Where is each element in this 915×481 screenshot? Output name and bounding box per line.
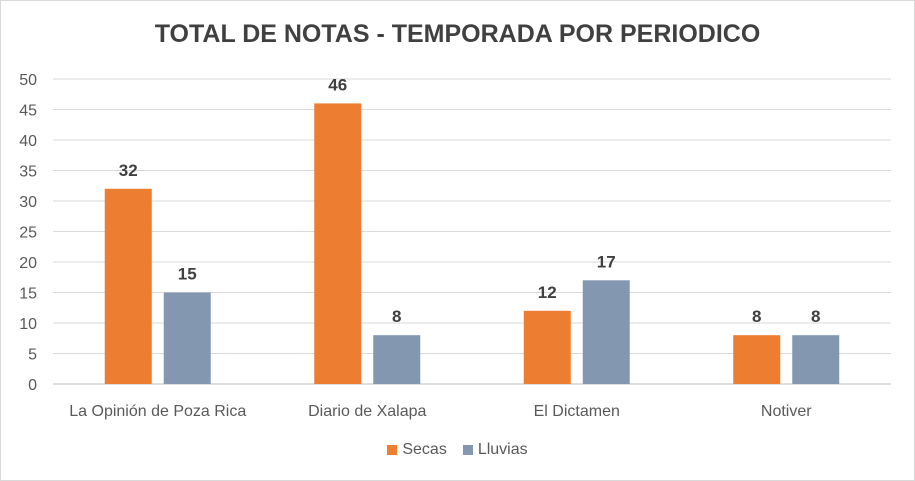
- legend-item: Secas: [387, 441, 447, 459]
- bar-lluvias: [582, 280, 630, 384]
- bar-secas: [104, 188, 152, 384]
- bar-secas: [523, 310, 571, 384]
- data-label: 8: [811, 307, 820, 326]
- y-tick-label: 15: [19, 286, 37, 303]
- bar-lluvias: [163, 292, 211, 384]
- bar-secas: [733, 335, 781, 384]
- y-tick-label: 30: [19, 194, 37, 211]
- category-label: La Opinión de Poza Rica: [69, 403, 246, 420]
- y-tick-label: 25: [19, 225, 37, 242]
- bar-lluvias: [373, 335, 421, 384]
- data-label: 32: [119, 161, 138, 180]
- y-tick-label: 35: [19, 164, 37, 181]
- legend: Secas Lluvias: [1, 441, 914, 459]
- category-label: El Dictamen: [534, 403, 620, 420]
- data-label: 8: [752, 307, 761, 326]
- y-tick-label: 0: [28, 377, 37, 394]
- data-label: 12: [538, 283, 557, 302]
- legend-swatch: [387, 445, 398, 455]
- data-label: 8: [392, 307, 401, 326]
- legend-label: Lluvias: [477, 441, 528, 458]
- legend-swatch: [462, 445, 473, 455]
- legend-item: Lluvias: [462, 441, 528, 459]
- data-label: 15: [178, 265, 197, 284]
- category-label: Diario de Xalapa: [308, 403, 426, 420]
- data-label: 17: [597, 252, 616, 271]
- y-tick-label: 45: [19, 103, 37, 120]
- data-label: 46: [328, 75, 347, 94]
- y-tick-label: 40: [19, 133, 37, 150]
- bar-lluvias: [792, 335, 840, 384]
- chart-title: TOTAL DE NOTAS - TEMPORADA POR PERIODICO: [154, 20, 761, 48]
- legend-label: Secas: [402, 441, 447, 458]
- category-label: Notiver: [761, 403, 812, 420]
- y-tick-label: 10: [19, 316, 37, 333]
- y-tick-label: 20: [19, 255, 37, 272]
- y-tick-label: 50: [19, 72, 37, 89]
- y-tick-label: 5: [28, 347, 37, 364]
- bar-secas: [314, 103, 362, 385]
